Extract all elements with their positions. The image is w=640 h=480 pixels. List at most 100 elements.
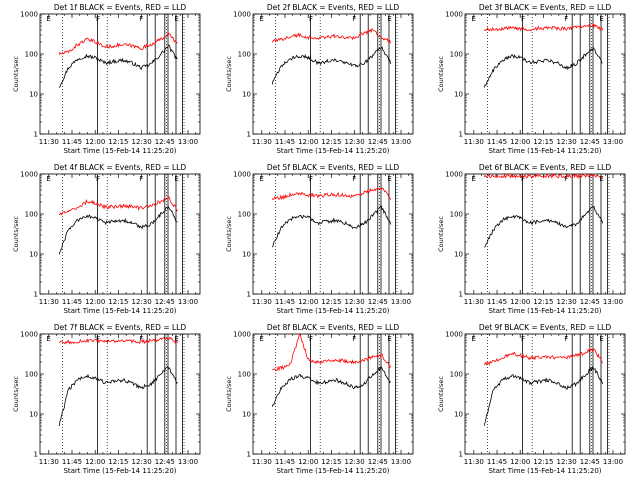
x-tick-label: 12:30 bbox=[557, 138, 577, 146]
marker-label: F bbox=[139, 15, 143, 23]
series-line-black bbox=[271, 205, 391, 248]
chart-title: Det 4f BLACK = Events, RED = LLD bbox=[54, 163, 187, 172]
x-tick-label: 13:00 bbox=[178, 298, 198, 306]
marker-label: E bbox=[174, 175, 178, 183]
marker-label: F bbox=[139, 335, 143, 343]
x-tick-label: 12:15 bbox=[321, 138, 341, 146]
x-tick-label: 11:45 bbox=[275, 458, 295, 466]
x-axis-label: Start Time (15-Feb-14 11:25:20) bbox=[276, 467, 389, 475]
x-tick-label: 11:45 bbox=[487, 458, 507, 466]
x-axis-label: Start Time (15-Feb-14 11:25:20) bbox=[276, 307, 389, 315]
marker-label: E bbox=[599, 15, 603, 23]
x-tick-label: 12:00 bbox=[298, 138, 318, 146]
x-tick-label: 11:30 bbox=[39, 298, 59, 306]
marker-label: F bbox=[521, 175, 525, 183]
chart-panel-8: Det 8f BLACK = Events, RED = LLD 1 10 100 10… bbox=[225, 323, 414, 475]
series-line-black bbox=[58, 44, 178, 89]
chart-panel-5: Det 5f BLACK = Events, RED = LLD 1 10 100 10… bbox=[225, 163, 414, 315]
marker-label: F bbox=[96, 175, 100, 183]
marker-label: F bbox=[139, 175, 143, 183]
chart-title: Det 8f BLACK = Events, RED = LLD bbox=[267, 323, 400, 332]
y-tick-label: 100 bbox=[450, 211, 463, 219]
chart-title: Det 3f BLACK = Events, RED = LLD bbox=[479, 3, 612, 12]
x-tick-label: 12:30 bbox=[132, 138, 152, 146]
marker-label: F bbox=[564, 15, 568, 23]
chart-panel-7: Det 7f BLACK = Events, RED = LLD 1 10 100 10… bbox=[12, 323, 201, 475]
series-line-black bbox=[271, 366, 391, 407]
x-tick-label: 12:15 bbox=[533, 298, 553, 306]
x-tick-label: 11:30 bbox=[464, 458, 484, 466]
plot-frame bbox=[39, 173, 201, 295]
marker-label: E bbox=[387, 335, 391, 343]
marker-label: F bbox=[96, 15, 100, 23]
marker-label: F bbox=[352, 335, 356, 343]
x-tick-label: 12:15 bbox=[533, 138, 553, 146]
marker-label: E bbox=[387, 15, 391, 23]
marker-label: E bbox=[599, 335, 603, 343]
x-tick-label: 13:00 bbox=[391, 138, 411, 146]
y-axis-label: Counts/sec bbox=[437, 376, 445, 412]
marker-label: F bbox=[564, 175, 568, 183]
y-tick-label: 1 bbox=[34, 291, 38, 299]
y-axis-label: Counts/sec bbox=[225, 376, 233, 412]
y-tick-label: 100 bbox=[25, 51, 38, 59]
chart-panel-6: Det 6f BLACK = Events, RED = LLD 1 10 100 10… bbox=[437, 163, 626, 315]
series-line-black bbox=[58, 205, 178, 255]
y-tick-label: 1 bbox=[459, 451, 463, 459]
x-tick-label: 12:15 bbox=[321, 298, 341, 306]
y-tick-label: 1 bbox=[247, 451, 251, 459]
y-tick-label: 1 bbox=[247, 291, 251, 299]
marker-label: E bbox=[174, 15, 178, 23]
x-tick-label: 12:00 bbox=[510, 138, 530, 146]
series-line-red bbox=[58, 336, 178, 345]
y-tick-label: 10 bbox=[454, 411, 463, 419]
y-tick-label: 1000 bbox=[233, 331, 251, 339]
y-tick-label: 1000 bbox=[445, 11, 463, 19]
y-axis-label: Counts/sec bbox=[12, 216, 20, 252]
x-tick-label: 13:00 bbox=[603, 298, 623, 306]
x-tick-label: 11:30 bbox=[252, 298, 272, 306]
marker-label: E bbox=[46, 335, 50, 343]
marker-label: F bbox=[352, 175, 356, 183]
y-tick-label: 1000 bbox=[20, 331, 38, 339]
marker-label: E bbox=[471, 335, 475, 343]
x-tick-label: 12:15 bbox=[321, 458, 341, 466]
x-tick-label: 12:00 bbox=[85, 458, 105, 466]
series-line-red bbox=[58, 31, 178, 55]
chart-panel-4: Det 4f BLACK = Events, RED = LLD 1 10 100 10… bbox=[12, 163, 201, 315]
x-tick-label: 12:30 bbox=[132, 458, 152, 466]
x-tick-label: 11:30 bbox=[39, 458, 59, 466]
y-tick-label: 10 bbox=[29, 91, 38, 99]
chart-title: Det 6f BLACK = Events, RED = LLD bbox=[479, 163, 612, 172]
marker-label: E bbox=[471, 15, 475, 23]
x-tick-label: 12:00 bbox=[510, 298, 530, 306]
y-tick-label: 100 bbox=[238, 211, 251, 219]
marker-label: F bbox=[309, 175, 313, 183]
series-line-red bbox=[271, 27, 391, 44]
plot-frame bbox=[252, 333, 414, 455]
series-line-red bbox=[483, 347, 603, 366]
y-tick-label: 1000 bbox=[20, 171, 38, 179]
y-tick-label: 1000 bbox=[20, 11, 38, 19]
y-tick-label: 1000 bbox=[233, 11, 251, 19]
x-tick-label: 11:45 bbox=[62, 138, 82, 146]
x-tick-label: 12:30 bbox=[345, 138, 365, 146]
x-tick-label: 11:45 bbox=[487, 138, 507, 146]
x-tick-label: 11:30 bbox=[39, 138, 59, 146]
marker-label: F bbox=[96, 335, 100, 343]
x-tick-label: 13:00 bbox=[603, 138, 623, 146]
x-axis-label: Start Time (15-Feb-14 11:25:20) bbox=[488, 307, 601, 315]
x-tick-label: 13:00 bbox=[603, 458, 623, 466]
y-tick-label: 10 bbox=[454, 91, 463, 99]
y-tick-label: 1000 bbox=[233, 171, 251, 179]
x-tick-label: 11:45 bbox=[62, 458, 82, 466]
x-tick-label: 13:00 bbox=[391, 298, 411, 306]
x-tick-label: 12:00 bbox=[510, 458, 530, 466]
marker-label: F bbox=[352, 15, 356, 23]
y-tick-label: 10 bbox=[242, 251, 251, 259]
x-axis-label: Start Time (15-Feb-14 11:25:20) bbox=[276, 147, 389, 155]
marker-label: F bbox=[309, 15, 313, 23]
x-tick-label: 12:00 bbox=[298, 458, 318, 466]
marker-label: E bbox=[259, 335, 263, 343]
